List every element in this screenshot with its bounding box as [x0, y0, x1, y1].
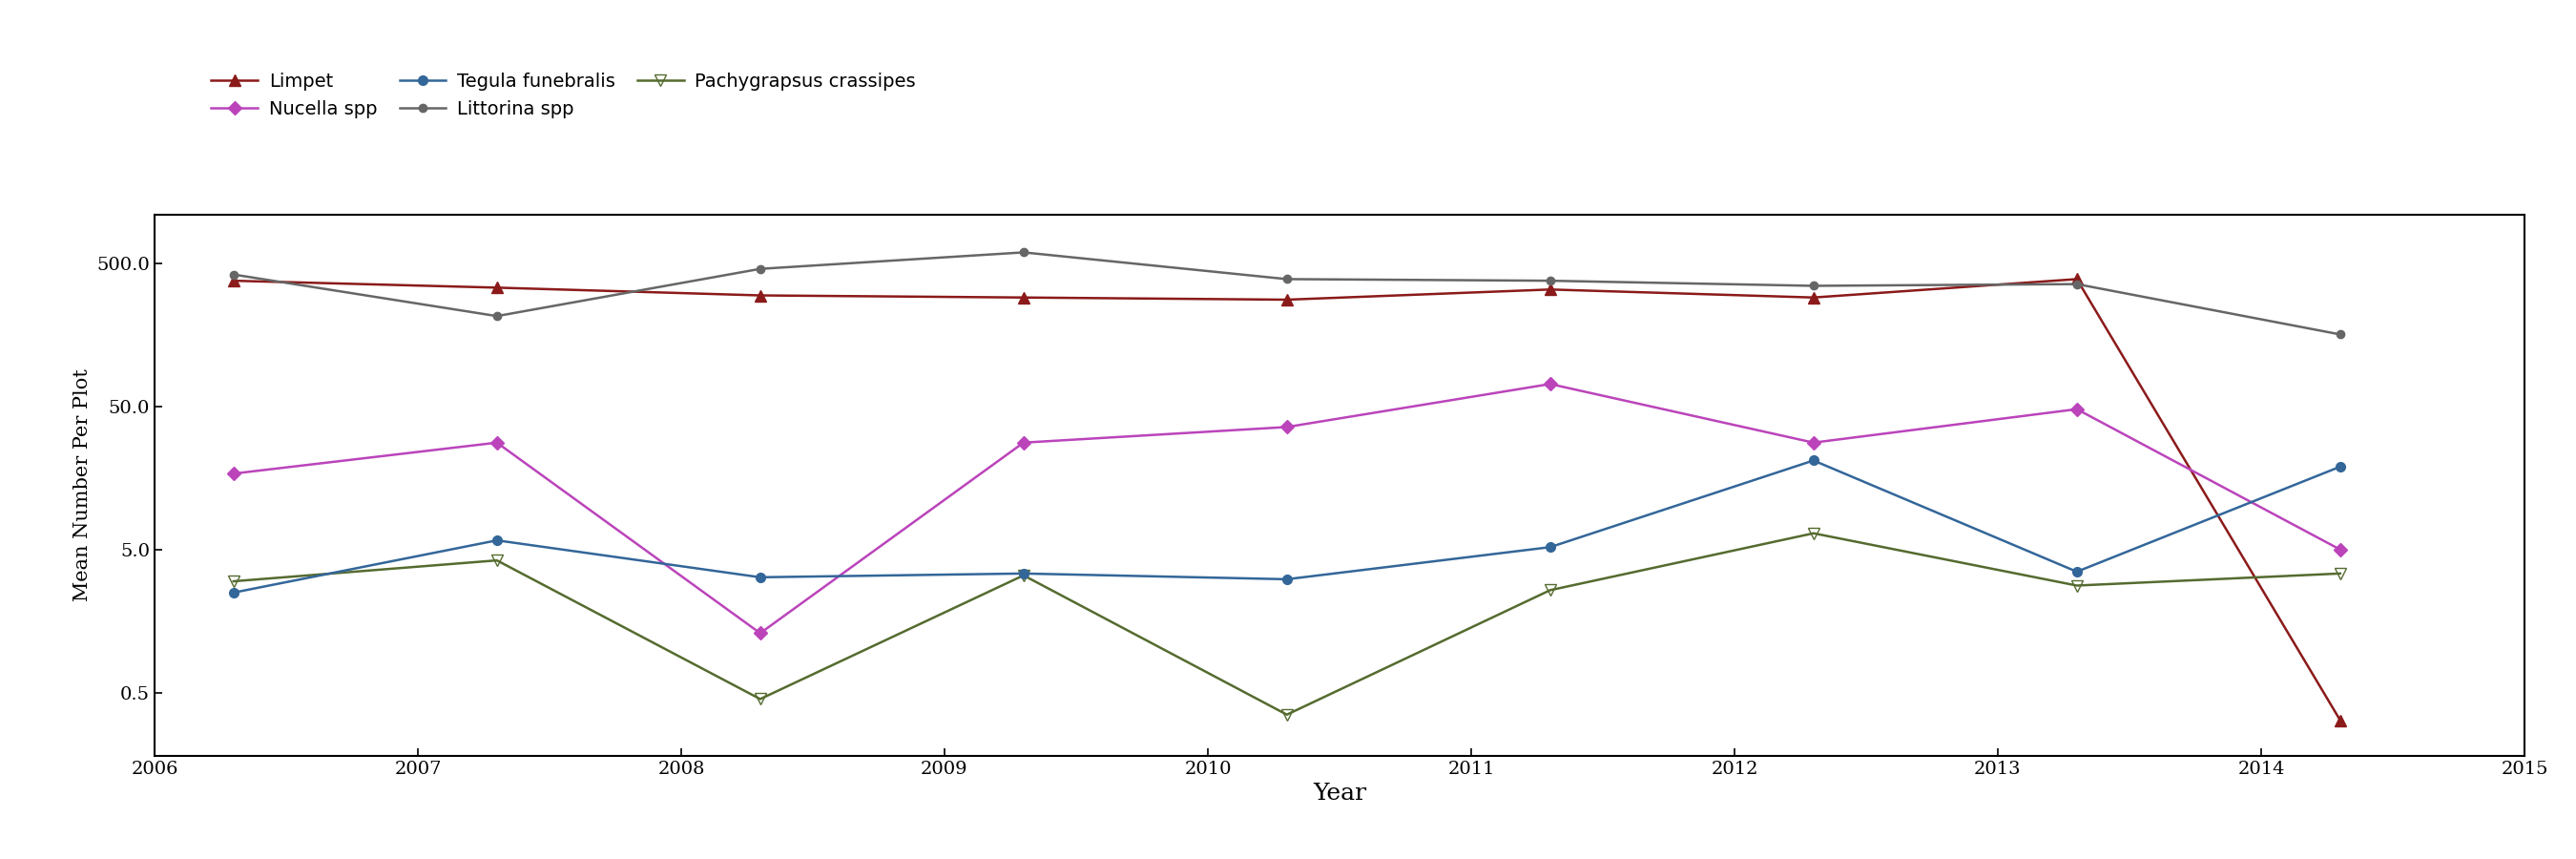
Limpet [482, 283, 513, 293]
Limpet [2061, 274, 2092, 284]
Tegula funebralis [219, 588, 250, 598]
Littorina spp [482, 311, 513, 321]
Littorina spp [1007, 247, 1038, 258]
Tegula funebralis [1007, 569, 1038, 579]
Pachygrapsus crassipes [219, 576, 250, 587]
Pachygrapsus crassipes [1273, 710, 1303, 720]
Nucella spp [219, 468, 250, 478]
Legend: Limpet, Nucella spp, Tegula funebralis, Littorina spp, Pachygrapsus crassipes: Limpet, Nucella spp, Tegula funebralis, … [211, 72, 917, 118]
Littorina spp [1273, 274, 1303, 284]
Limpet [744, 290, 775, 301]
Pachygrapsus crassipes [744, 694, 775, 704]
Littorina spp [1535, 276, 1566, 286]
Line: Tegula funebralis: Tegula funebralis [229, 456, 2344, 597]
Littorina spp [2061, 279, 2092, 289]
Littorina spp [1798, 281, 1829, 291]
Tegula funebralis [1798, 455, 1829, 466]
Y-axis label: Mean Number Per Plot: Mean Number Per Plot [72, 369, 90, 601]
Pachygrapsus crassipes [1007, 570, 1038, 581]
Line: Limpet: Limpet [229, 274, 2347, 726]
Pachygrapsus crassipes [2061, 581, 2092, 591]
Limpet [2324, 715, 2354, 725]
Nucella spp [2061, 404, 2092, 414]
Line: Pachygrapsus crassipes: Pachygrapsus crassipes [229, 528, 2347, 720]
Littorina spp [2324, 329, 2354, 339]
Tegula funebralis [744, 572, 775, 582]
Limpet [219, 276, 250, 286]
Pachygrapsus crassipes [2324, 569, 2354, 579]
Littorina spp [744, 264, 775, 274]
Limpet [1798, 292, 1829, 302]
Limpet [1273, 295, 1303, 305]
Nucella spp [2324, 545, 2354, 555]
Littorina spp [219, 270, 250, 280]
Tegula funebralis [482, 535, 513, 545]
Nucella spp [1007, 437, 1038, 448]
Nucella spp [744, 628, 775, 638]
Tegula funebralis [2061, 567, 2092, 577]
Nucella spp [1798, 437, 1829, 448]
Pachygrapsus crassipes [482, 555, 513, 565]
Pachygrapsus crassipes [1798, 528, 1829, 539]
Nucella spp [1535, 379, 1566, 389]
Line: Nucella spp: Nucella spp [229, 380, 2344, 638]
Pachygrapsus crassipes [1535, 585, 1566, 595]
X-axis label: Year: Year [1314, 783, 1365, 805]
Tegula funebralis [1535, 542, 1566, 552]
Nucella spp [482, 437, 513, 448]
Tegula funebralis [2324, 461, 2354, 472]
Limpet [1007, 292, 1038, 302]
Tegula funebralis [1273, 574, 1303, 584]
Line: Littorina spp: Littorina spp [229, 248, 2344, 338]
Nucella spp [1273, 422, 1303, 432]
Limpet [1535, 284, 1566, 295]
